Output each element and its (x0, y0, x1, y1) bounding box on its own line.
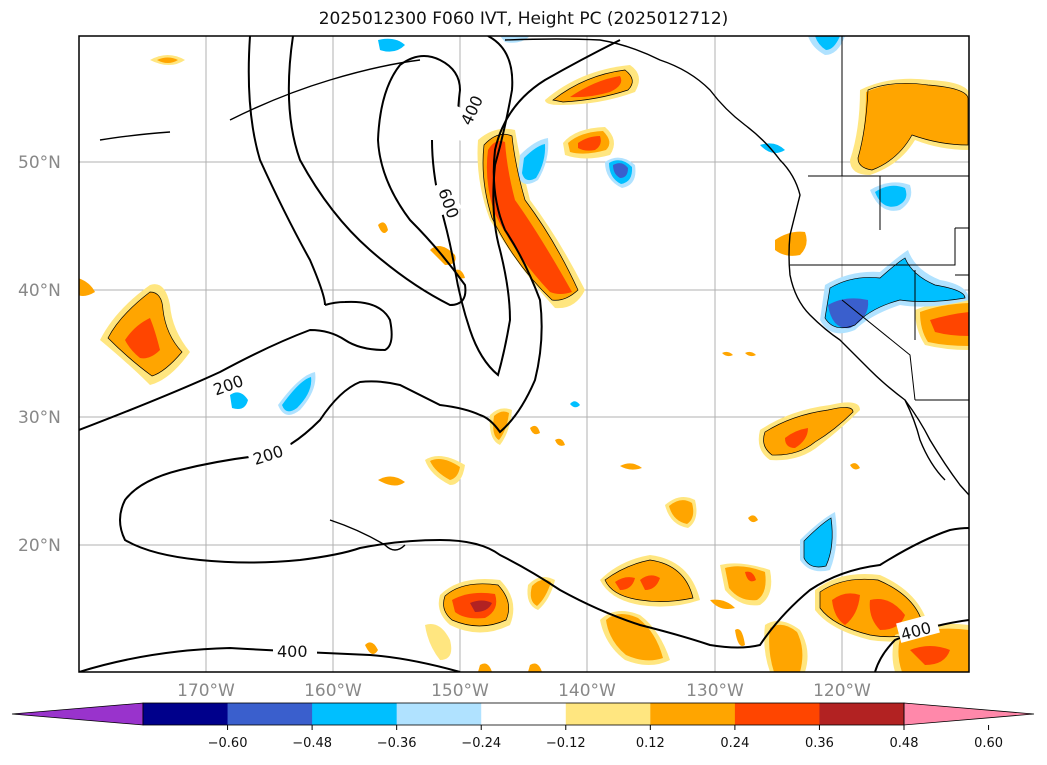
colorbar-ticks: −0.60 −0.48 −0.36 −0.24 −0.12 0.12 0.24 0.36 0.4… (208, 725, 1003, 751)
colorbar-segment (143, 703, 229, 725)
colorbar-tick-label: −0.48 (292, 736, 332, 751)
lon-label-150w: 150°W (431, 681, 489, 701)
colorbar-outline (142, 702, 905, 726)
colorbar-extend-min (11, 702, 144, 726)
colorbar-tick-label: 0.48 (890, 736, 919, 751)
lat-label-20n: 20°N (18, 536, 61, 556)
contour-label-backgrounds (205, 105, 940, 662)
colorbar-segment (312, 703, 398, 725)
lon-label-160w: 160°W (304, 681, 362, 701)
lat-label-30n: 30°N (18, 408, 61, 428)
lat-label-50n: 50°N (18, 153, 61, 173)
lon-label-170w: 170°W (177, 681, 235, 701)
lon-label-130w: 130°W (686, 681, 744, 701)
colorbar-tick-label: −0.36 (377, 736, 417, 751)
colorbar-tick-label: −0.12 (546, 736, 586, 751)
colorbar (11, 702, 1035, 726)
colorbar-tick-label: −0.24 (461, 736, 501, 751)
colorbar-segment (565, 703, 651, 725)
colorbar-segment (819, 703, 905, 725)
colorbar-segment (650, 703, 736, 725)
colorbar-tick-label: 0.36 (805, 736, 834, 751)
map-title: 2025012300 F060 IVT, Height PC (20250127… (318, 9, 729, 29)
colorbar-segment (396, 703, 482, 725)
map-border (78, 35, 970, 673)
colorbar-tick-label: −0.60 (208, 736, 248, 751)
colorbar-tick-label: 0.60 (974, 736, 1003, 751)
colorbar-extend-max (903, 702, 1035, 726)
lat-label-40n: 40°N (18, 281, 61, 301)
colorbar-segment (227, 703, 313, 725)
colorbar-tick-label: 0.12 (636, 736, 665, 751)
contour-label-400-south: 400 (277, 642, 308, 661)
colorbar-tick-label: 0.24 (720, 736, 749, 751)
coastlines (99, 38, 969, 551)
height-contours (79, 36, 969, 672)
lon-label-140w: 140°W (558, 681, 616, 701)
colorbar-segment (481, 703, 567, 725)
lon-label-120w: 120°W (813, 681, 871, 701)
colorbar-segment (734, 703, 820, 725)
political-borders (790, 36, 969, 401)
